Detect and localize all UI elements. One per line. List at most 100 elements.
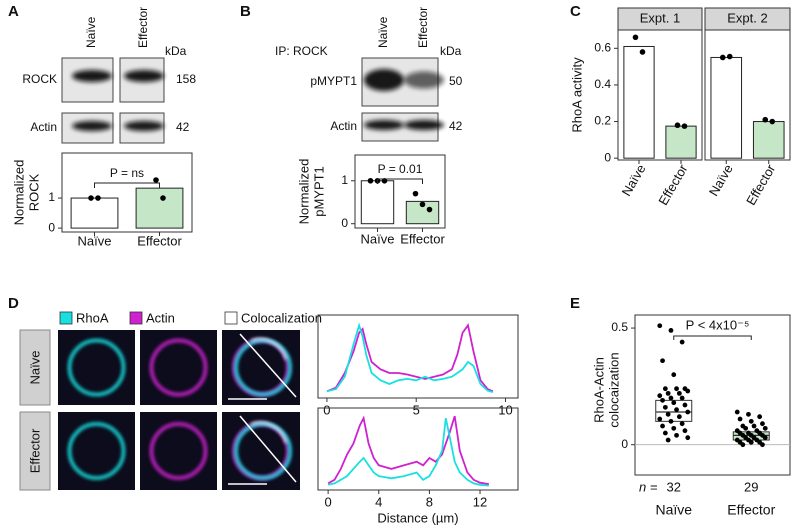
data-point — [682, 402, 688, 408]
data-point — [668, 395, 674, 401]
panel-letter: B — [240, 3, 251, 20]
n-label: n = — [639, 479, 658, 494]
bar — [665, 125, 697, 159]
x-tick-label: Effector — [655, 161, 691, 208]
kda-value: 42 — [176, 120, 190, 134]
profile-line — [239, 415, 297, 483]
x-tick-label: Naïve — [619, 162, 649, 199]
x-axis-label: Distance (µm) — [377, 510, 458, 525]
panel-letter: C — [570, 3, 581, 20]
kda-unit: kDa — [165, 44, 187, 58]
data-point — [769, 118, 776, 125]
data-point — [762, 116, 769, 123]
data-point — [719, 54, 726, 61]
y-tick-label: 0 — [341, 216, 348, 230]
data-point — [726, 53, 733, 60]
x-tick-label: 12 — [473, 494, 487, 509]
y-tick-label: 0 — [604, 150, 611, 164]
data-point — [674, 386, 679, 392]
kda-unit: kDa — [440, 44, 462, 58]
plot-frame — [354, 154, 446, 229]
facet-strip-label: Expt. 1 — [640, 10, 680, 25]
data-point — [674, 407, 679, 413]
bar — [752, 121, 785, 159]
data-point — [737, 416, 743, 422]
data-point — [740, 442, 746, 448]
y-tick-label: 1 — [48, 190, 55, 204]
row-label: Naïve — [27, 351, 42, 385]
x-tick-label: 0 — [323, 402, 330, 417]
data-point — [762, 425, 768, 431]
plot-frame — [317, 314, 519, 399]
data-point — [662, 386, 668, 392]
data-point — [665, 437, 671, 443]
plot-frame — [317, 407, 519, 491]
x-tick-label: Effector — [743, 161, 779, 208]
blot-band — [404, 71, 444, 89]
row-label: Effector — [27, 428, 42, 473]
x-tick-label: Naïve — [706, 162, 736, 199]
y-axis-label: ROCK — [26, 173, 41, 211]
x-tick-label: Effector — [137, 233, 182, 248]
data-point — [657, 416, 663, 422]
data-point — [685, 388, 691, 394]
blot-band — [72, 70, 112, 82]
lane-label: Naïve — [84, 16, 98, 48]
facet-strip-label: Expt. 2 — [727, 10, 767, 25]
facet-strip — [704, 7, 791, 31]
profile-trace — [327, 415, 490, 485]
blot-row-label: Actin — [330, 119, 357, 133]
y-tick-label: 0.2 — [594, 114, 611, 128]
x-tick-label: 0 — [325, 494, 332, 509]
ip-label: IP: ROCK — [275, 44, 328, 58]
data-point — [660, 397, 665, 403]
bar — [360, 180, 395, 225]
data-point — [153, 177, 159, 183]
legend-swatch — [59, 311, 73, 325]
bar — [623, 45, 655, 159]
blot-band — [364, 69, 404, 91]
blot-band — [124, 70, 164, 82]
legend-label: RhoA — [76, 310, 109, 325]
n-value: 29 — [744, 479, 758, 494]
kda-value: 50 — [449, 74, 463, 88]
facet-strip — [617, 7, 703, 31]
legend-label: Actin — [146, 310, 175, 325]
data-point — [679, 395, 685, 401]
data-point — [674, 122, 681, 129]
plot-frame — [61, 152, 193, 233]
data-point — [671, 425, 677, 431]
y-tick-label: 0.6 — [594, 40, 611, 54]
panel-letter: D — [8, 295, 19, 312]
data-point — [685, 409, 691, 415]
profile-trace — [326, 322, 494, 393]
y-axis-label: Normalized — [296, 159, 311, 225]
data-point — [746, 411, 751, 417]
data-point — [760, 421, 765, 427]
panel-letter: E — [570, 295, 580, 312]
data-point — [682, 428, 688, 434]
data-point — [426, 206, 433, 213]
plot-frame — [634, 314, 791, 476]
data-point — [671, 372, 677, 378]
blot-row-label: Actin — [30, 120, 57, 134]
x-tick-label: 8 — [426, 494, 433, 509]
data-point — [662, 430, 668, 436]
blot-row-label: pMYPT1 — [310, 74, 357, 88]
data-point — [748, 439, 754, 445]
y-axis-label: pMYPT1 — [311, 166, 326, 217]
cell-ring — [67, 338, 126, 397]
x-tick-label: Naïve — [655, 502, 692, 518]
x-tick-label: Naïve — [361, 231, 395, 246]
x-tick-label: 4 — [375, 494, 382, 509]
profile-trace — [326, 323, 494, 393]
data-point — [668, 327, 674, 333]
significance-bracket — [377, 178, 423, 184]
kda-value: 42 — [449, 119, 463, 133]
data-point — [757, 414, 763, 420]
cell-ring — [149, 422, 208, 480]
cell-ring — [234, 338, 292, 397]
y-axis-label: RhoA-Actin — [591, 357, 606, 423]
y-tick-label: 1 — [341, 173, 348, 187]
